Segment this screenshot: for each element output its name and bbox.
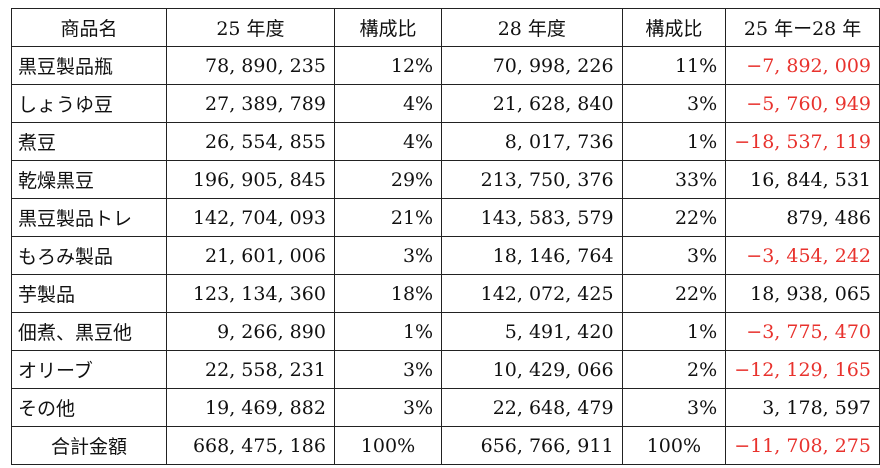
table-row: 煮豆 26, 554, 855 4% 8, 017, 736 1% −18, 5… (11, 122, 880, 161)
difference-cell: −3, 454, 242 (725, 236, 880, 275)
fy28-cell: 8, 017, 736 (441, 122, 623, 161)
ratio28-cell: 22% (621, 274, 727, 313)
difference-cell: 879, 486 (725, 198, 880, 237)
product-name-cell: 佃煮、黒豆他 (11, 312, 167, 351)
ratio28-cell: 33% (621, 160, 727, 199)
ratio28-cell: 22% (621, 198, 727, 237)
difference-cell: −7, 892, 009 (725, 46, 880, 85)
header-product-name: 商品名 (11, 8, 167, 47)
difference-cell: −3, 775, 470 (725, 312, 880, 351)
product-name-cell: 黒豆製品トレ (11, 198, 167, 237)
difference-cell: −12, 129, 165 (725, 350, 880, 389)
header-difference: 25 年ー28 年 (725, 8, 880, 47)
fy25-cell: 21, 601, 006 (166, 236, 335, 275)
sales-comparison-sheet: 商品名 25 年度 構成比 28 年度 構成比 25 年ー28 年 黒豆製品瓶 … (11, 8, 880, 465)
ratio25-cell: 21% (333, 198, 443, 237)
fy28-cell: 21, 628, 840 (441, 84, 623, 123)
product-name-cell: もろみ製品 (11, 236, 167, 275)
total-fy28-cell: 656, 766, 911 (441, 426, 623, 465)
table-row: 黒豆製品トレ 142, 704, 093 21% 143, 583, 579 2… (11, 198, 880, 237)
table-row: 芋製品 123, 134, 360 18% 142, 072, 425 22% … (11, 274, 880, 313)
fy28-cell: 142, 072, 425 (441, 274, 623, 313)
fy25-cell: 123, 134, 360 (166, 274, 335, 313)
fy25-cell: 78, 890, 235 (166, 46, 335, 85)
product-name-cell: しょうゆ豆 (11, 84, 167, 123)
ratio28-cell: 3% (621, 236, 727, 275)
table-row: その他 19, 469, 882 3% 22, 648, 479 3% 3, 1… (11, 388, 880, 427)
total-row: 合計金額 668, 475, 186 100% 656, 766, 911 10… (11, 426, 880, 465)
product-name-cell: その他 (11, 388, 167, 427)
ratio25-cell: 4% (333, 122, 443, 161)
fy28-cell: 5, 491, 420 (441, 312, 623, 351)
product-name-cell: 乾燥黒豆 (11, 160, 167, 199)
fy25-cell: 19, 469, 882 (166, 388, 335, 427)
fy28-cell: 143, 583, 579 (441, 198, 623, 237)
table-row: オリーブ 22, 558, 231 3% 10, 429, 066 2% −12… (11, 350, 880, 389)
table-row: 佃煮、黒豆他 9, 266, 890 1% 5, 491, 420 1% −3,… (11, 312, 880, 351)
difference-cell: 18, 938, 065 (725, 274, 880, 313)
fy25-cell: 27, 389, 789 (166, 84, 335, 123)
ratio28-cell: 1% (621, 122, 727, 161)
header-row: 商品名 25 年度 構成比 28 年度 構成比 25 年ー28 年 (11, 8, 880, 47)
ratio25-cell: 3% (333, 350, 443, 389)
fy25-cell: 196, 905, 845 (166, 160, 335, 199)
ratio25-cell: 18% (333, 274, 443, 313)
table-row: 乾燥黒豆 196, 905, 845 29% 213, 750, 376 33%… (11, 160, 880, 199)
fy25-cell: 9, 266, 890 (166, 312, 335, 351)
header-ratio28: 構成比 (621, 8, 727, 47)
ratio28-cell: 2% (621, 350, 727, 389)
ratio25-cell: 4% (333, 84, 443, 123)
fy28-cell: 22, 648, 479 (441, 388, 623, 427)
ratio28-cell: 11% (621, 46, 727, 85)
fy25-cell: 142, 704, 093 (166, 198, 335, 237)
difference-cell: 16, 844, 531 (725, 160, 880, 199)
fy28-cell: 70, 998, 226 (441, 46, 623, 85)
fy28-cell: 213, 750, 376 (441, 160, 623, 199)
ratio25-cell: 1% (333, 312, 443, 351)
total-fy25-cell: 668, 475, 186 (166, 426, 335, 465)
sales-comparison-table: 商品名 25 年度 構成比 28 年度 構成比 25 年ー28 年 黒豆製品瓶 … (11, 8, 880, 465)
product-name-cell: 煮豆 (11, 122, 167, 161)
ratio25-cell: 3% (333, 236, 443, 275)
table-row: 黒豆製品瓶 78, 890, 235 12% 70, 998, 226 11% … (11, 46, 880, 85)
ratio28-cell: 1% (621, 312, 727, 351)
ratio25-cell: 29% (333, 160, 443, 199)
header-fy25: 25 年度 (166, 8, 335, 47)
fy25-cell: 22, 558, 231 (166, 350, 335, 389)
product-name-cell: 芋製品 (11, 274, 167, 313)
fy28-cell: 18, 146, 764 (441, 236, 623, 275)
total-ratio25-cell: 100% (333, 426, 443, 465)
ratio28-cell: 3% (621, 388, 727, 427)
product-name-cell: 黒豆製品瓶 (11, 46, 167, 85)
product-name-cell: オリーブ (11, 350, 167, 389)
difference-cell: −18, 537, 119 (725, 122, 880, 161)
table-row: もろみ製品 21, 601, 006 3% 18, 146, 764 3% −3… (11, 236, 880, 275)
header-ratio25: 構成比 (333, 8, 443, 47)
total-label: 合計金額 (11, 426, 167, 465)
difference-cell: −5, 760, 949 (725, 84, 880, 123)
total-ratio28-cell: 100% (621, 426, 727, 465)
fy25-cell: 26, 554, 855 (166, 122, 335, 161)
ratio25-cell: 12% (333, 46, 443, 85)
difference-cell: 3, 178, 597 (725, 388, 880, 427)
total-difference-cell: −11, 708, 275 (725, 426, 880, 465)
header-fy28: 28 年度 (441, 8, 623, 47)
ratio25-cell: 3% (333, 388, 443, 427)
table-row: しょうゆ豆 27, 389, 789 4% 21, 628, 840 3% −5… (11, 84, 880, 123)
fy28-cell: 10, 429, 066 (441, 350, 623, 389)
ratio28-cell: 3% (621, 84, 727, 123)
